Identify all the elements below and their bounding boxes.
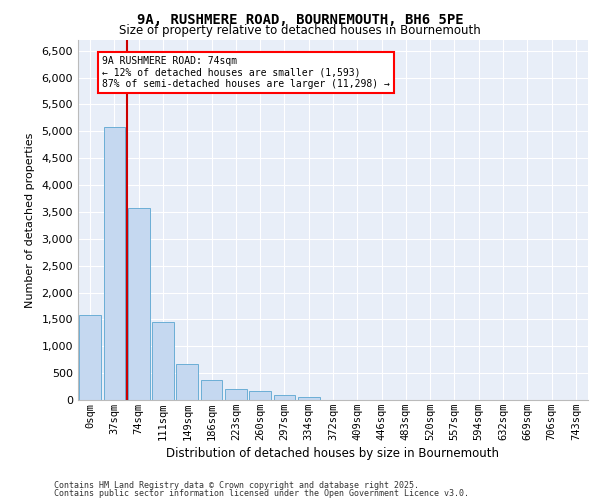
- Bar: [298, 397, 320, 400]
- Text: Contains public sector information licensed under the Open Government Licence v3: Contains public sector information licen…: [54, 488, 469, 498]
- Bar: [176, 364, 198, 400]
- Bar: [152, 322, 174, 400]
- Bar: [225, 390, 247, 400]
- X-axis label: Distribution of detached houses by size in Bournemouth: Distribution of detached houses by size …: [167, 447, 499, 460]
- Y-axis label: Number of detached properties: Number of detached properties: [25, 132, 35, 308]
- Bar: [249, 392, 271, 400]
- Bar: [104, 127, 125, 400]
- Bar: [200, 380, 223, 400]
- Text: 9A, RUSHMERE ROAD, BOURNEMOUTH, BH6 5PE: 9A, RUSHMERE ROAD, BOURNEMOUTH, BH6 5PE: [137, 12, 463, 26]
- Text: Size of property relative to detached houses in Bournemouth: Size of property relative to detached ho…: [119, 24, 481, 37]
- Bar: [128, 208, 149, 400]
- Text: Contains HM Land Registry data © Crown copyright and database right 2025.: Contains HM Land Registry data © Crown c…: [54, 481, 419, 490]
- Bar: [79, 314, 101, 400]
- Text: 9A RUSHMERE ROAD: 74sqm
← 12% of detached houses are smaller (1,593)
87% of semi: 9A RUSHMERE ROAD: 74sqm ← 12% of detache…: [102, 56, 390, 90]
- Bar: [274, 395, 295, 400]
